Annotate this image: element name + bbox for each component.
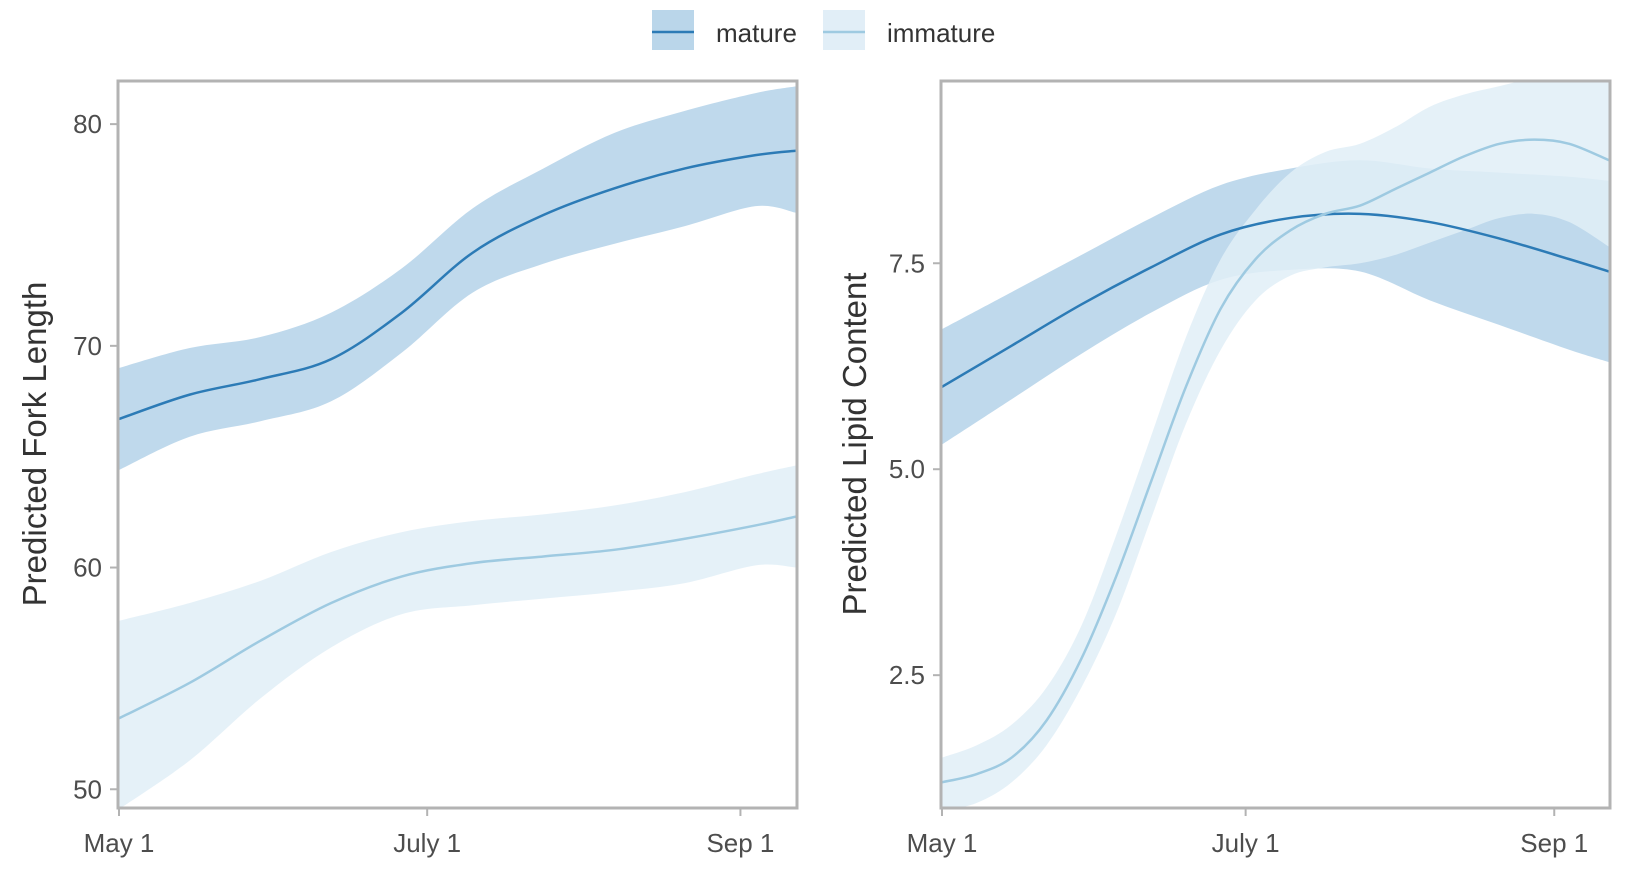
- band-immature: [119, 465, 796, 807]
- line-mature: [119, 149, 796, 421]
- x-tick-label: Sep 1: [1520, 828, 1588, 858]
- band-mature: [119, 86, 796, 471]
- x-axis-ticks: May 1 July 1 Sep 1: [907, 809, 1588, 858]
- x-tick-label: Sep 1: [706, 828, 774, 858]
- line-immature: [942, 138, 1609, 784]
- x-tick-label: July 1: [1212, 828, 1280, 858]
- y-axis-title: Predicted Fork Length: [16, 282, 53, 607]
- legend-label-immature: immature: [887, 18, 995, 48]
- x-tick-label: May 1: [84, 828, 155, 858]
- y-tick-label: 50: [73, 774, 102, 804]
- y-tick-label: 70: [73, 331, 102, 361]
- legend-item-mature: mature: [652, 10, 797, 50]
- legend: mature immature: [652, 10, 995, 50]
- lipid-content-panel: 2.5 5.0 7.5 May 1 July 1 Sep 1 Predicted Lip…: [836, 79, 1612, 858]
- fork-length-panel: 50 60 70 80 May 1 July 1 Sep 1 Predicted Fork…: [16, 79, 799, 858]
- x-tick-label: May 1: [907, 828, 978, 858]
- y-tick-label: 7.5: [889, 248, 925, 278]
- y-axis-ticks: 2.5 5.0 7.5: [889, 248, 940, 690]
- y-tick-label: 80: [73, 109, 102, 139]
- x-tick-label: July 1: [393, 828, 461, 858]
- legend-label-mature: mature: [716, 18, 797, 48]
- line-immature: [119, 515, 796, 720]
- legend-key-mature: [652, 10, 694, 50]
- panel-border: [116, 79, 799, 810]
- panel-border: [939, 79, 1612, 810]
- legend-item-immature: immature: [823, 10, 995, 50]
- line-mature: [942, 212, 1609, 388]
- y-tick-label: 5.0: [889, 454, 925, 484]
- x-axis-ticks: May 1 July 1 Sep 1: [84, 809, 774, 858]
- y-axis-title: Predicted Lipid Content: [836, 272, 873, 615]
- y-tick-label: 60: [73, 553, 102, 583]
- y-axis-ticks: 50 60 70 80: [73, 109, 117, 804]
- y-tick-label: 2.5: [889, 660, 925, 690]
- legend-key-immature: [823, 10, 865, 50]
- band-immature: [942, 82, 1609, 807]
